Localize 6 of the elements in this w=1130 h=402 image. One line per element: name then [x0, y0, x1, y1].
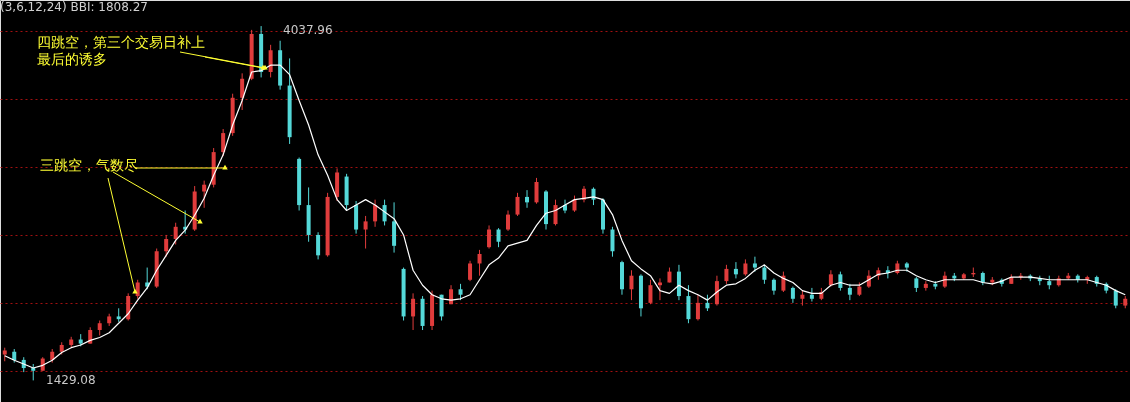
annotation: 4037.96 — [283, 23, 333, 37]
annotation: 1429.08 — [46, 373, 96, 387]
annotation: 三跳空，气数尽 — [40, 157, 138, 173]
annotation: 最后的诱多 — [37, 51, 107, 67]
annotation: 四跳空，第三个交易日补上 — [37, 34, 205, 50]
chart-title: (3,6,12,24) BBI: 1808.27 — [0, 0, 148, 14]
